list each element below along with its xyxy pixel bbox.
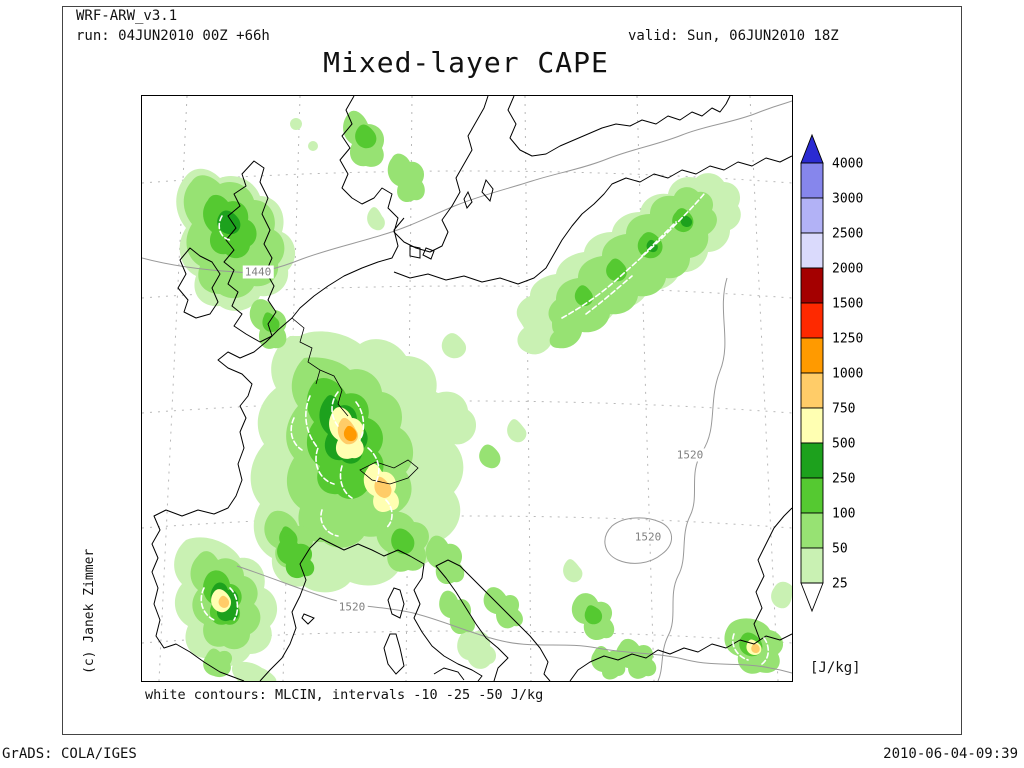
coastlines (151, 96, 792, 681)
svg-text:2000: 2000 (832, 262, 863, 277)
svg-text:250: 250 (832, 472, 855, 487)
svg-text:1250: 1250 (832, 332, 863, 347)
svg-text:750: 750 (832, 402, 855, 417)
svg-text:100: 100 (832, 507, 855, 522)
creation-timestamp: 2010-06-04-09:39 (883, 746, 1018, 762)
page-title: Mixed-layer CAPE (323, 46, 609, 79)
contour-label: 1520 (632, 530, 664, 544)
mlcin-footnote: white contours: MLCIN, intervals -10 -25… (145, 687, 544, 703)
svg-text:500: 500 (832, 437, 855, 452)
valid-time: valid: Sun, 06JUN2010 18Z (628, 28, 839, 44)
mlcin-contours (200, 193, 770, 665)
colorbar-svg: 4000 3000 2500 2000 1500 1250 1000 750 500 250 100… (800, 133, 863, 613)
country-borders (291, 317, 419, 485)
plot-border (62, 6, 962, 735)
svg-text:25: 25 (832, 577, 848, 592)
model-name: WRF-ARW_v3.1 (76, 8, 178, 24)
svg-text:3000: 3000 (832, 192, 863, 207)
islands (301, 178, 494, 681)
svg-text:2500: 2500 (832, 227, 863, 242)
europe-map-svg (142, 96, 792, 681)
svg-text:1500: 1500 (832, 297, 863, 312)
svg-text:1000: 1000 (832, 367, 863, 382)
contour-label: 1520 (674, 448, 706, 462)
contour-label: 1440 (242, 265, 274, 279)
map-area (141, 95, 793, 682)
colorbar-unit: [J/kg] (810, 660, 861, 676)
copyright-text: (c) Janek Zimmer (82, 548, 97, 674)
svg-text:50: 50 (832, 542, 848, 557)
contour-label: 1520 (336, 600, 368, 614)
grads-credit: GrADS: COLA/IGES (2, 746, 137, 762)
run-info: run: 04JUN2010 00Z +66h (76, 28, 270, 44)
svg-text:4000: 4000 (832, 157, 863, 172)
